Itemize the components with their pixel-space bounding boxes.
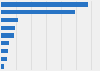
Bar <box>1 64 4 69</box>
Bar <box>1 2 88 7</box>
Bar <box>1 10 75 14</box>
Bar <box>1 26 15 30</box>
Bar <box>1 41 9 45</box>
Bar <box>1 18 18 22</box>
Bar <box>1 33 14 38</box>
Bar <box>1 49 8 53</box>
Bar <box>1 57 7 61</box>
